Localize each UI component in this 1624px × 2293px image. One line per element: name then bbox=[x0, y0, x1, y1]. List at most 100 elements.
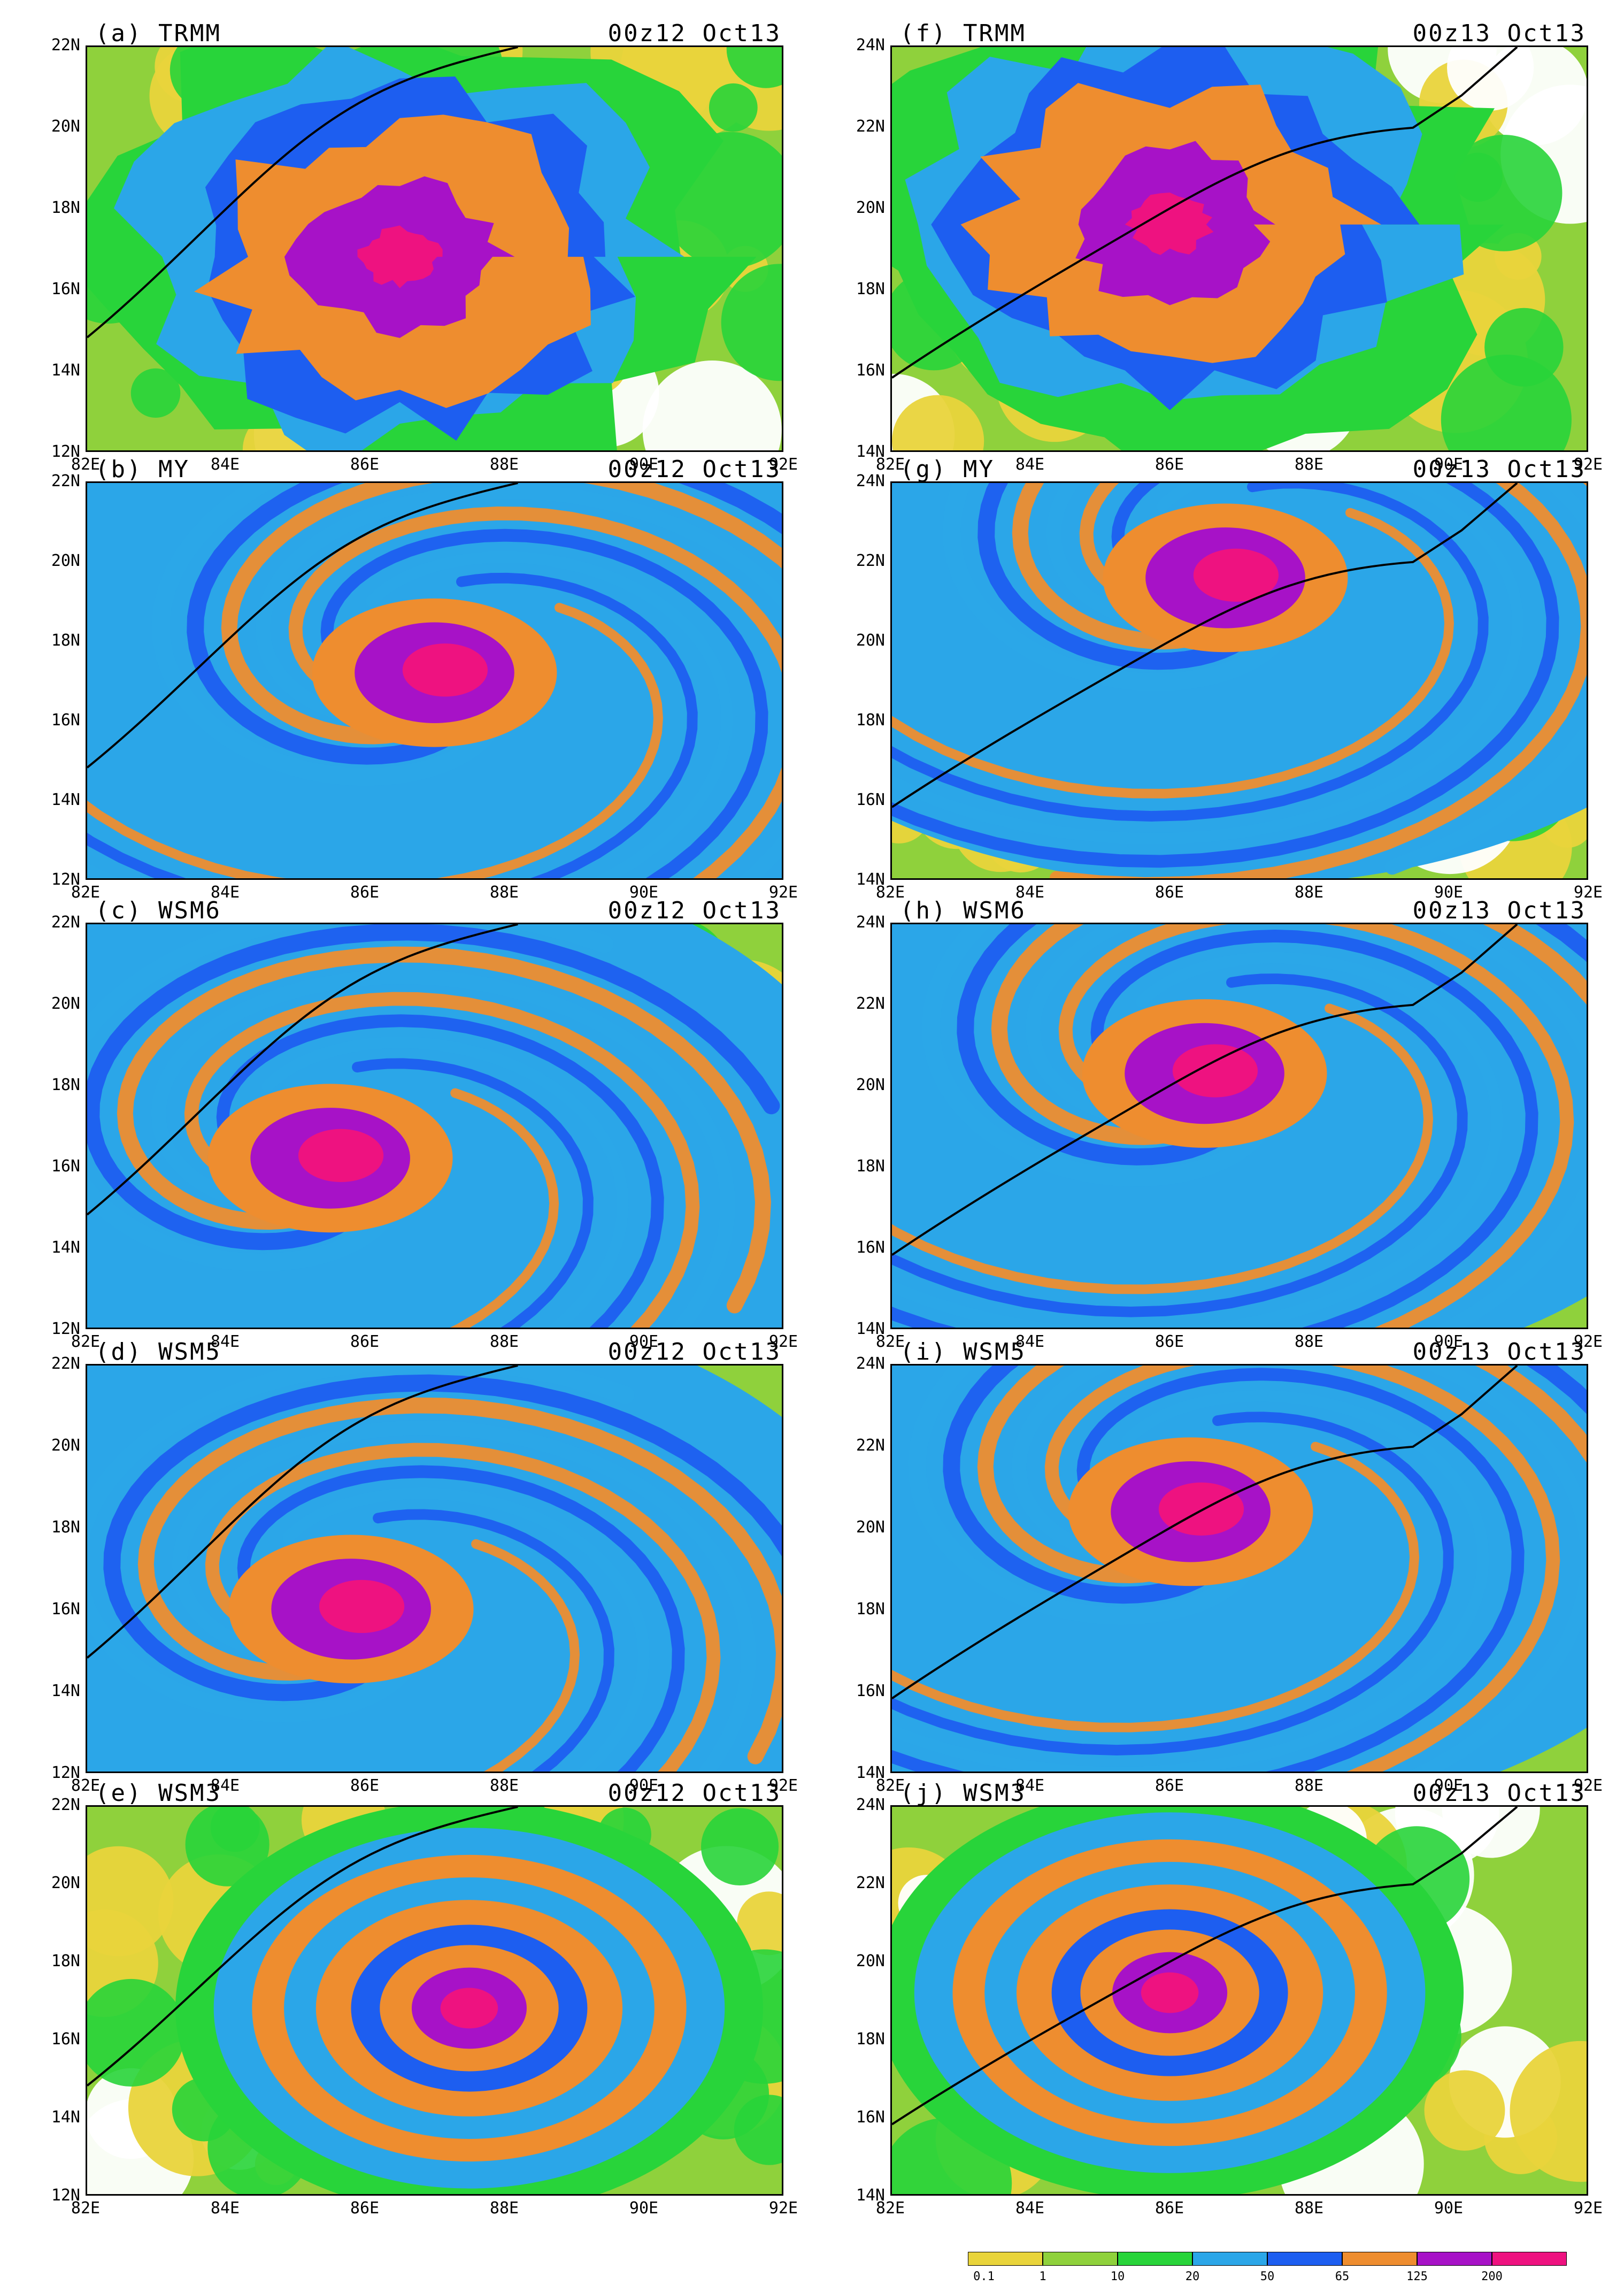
coastline bbox=[87, 1366, 518, 1659]
lat-tick-label: 14N bbox=[51, 791, 80, 809]
rain-field bbox=[892, 924, 1587, 1328]
lat-tick-label: 18N bbox=[856, 711, 885, 730]
lon-tick-label: 84E bbox=[210, 1332, 240, 1351]
lon-tick-label: 90E bbox=[629, 883, 659, 902]
lat-tick-label: 14N bbox=[856, 870, 885, 889]
lon-tick-label: 84E bbox=[1015, 1776, 1045, 1795]
panel-time: 00z13 Oct13 bbox=[1412, 1338, 1586, 1366]
lon-tick-label: 86E bbox=[1154, 2199, 1184, 2218]
lat-tick-label: 22N bbox=[856, 551, 885, 570]
panel-g: (g) MY 00z13 Oct13 14N 16N 18N 20N 22N 24N 82E 84… bbox=[856, 456, 1603, 902]
panel-time: 00z12 Oct13 bbox=[607, 20, 781, 47]
lon-tick-label: 86E bbox=[1154, 883, 1184, 902]
lon-tick-label: 82E bbox=[71, 1332, 101, 1351]
lon-tick-label: 92E bbox=[768, 455, 798, 474]
lon-tick-label: 82E bbox=[71, 455, 101, 474]
colorbar-label: 65 bbox=[1335, 2270, 1350, 2283]
lat-tick-label: 20N bbox=[856, 198, 885, 217]
panel-j: (j) WSM3 00z13 Oct13 14N 16N 18N 20N 22N 24N 82E… bbox=[856, 1780, 1603, 2218]
lat-tick-label: 20N bbox=[51, 551, 80, 570]
lat-tick-label: 16N bbox=[856, 361, 885, 380]
lat-tick-label: 12N bbox=[51, 1320, 80, 1338]
lat-tick-label: 18N bbox=[856, 1157, 885, 1176]
panel-time: 00z12 Oct13 bbox=[607, 1338, 781, 1366]
panel-time: 00z12 Oct13 bbox=[607, 1780, 781, 1807]
lat-tick-label: 14N bbox=[856, 1763, 885, 1782]
lon-tick-label: 88E bbox=[1294, 455, 1324, 474]
rainfall-map bbox=[890, 481, 1588, 880]
rain-field bbox=[892, 483, 1587, 878]
lat-tick-label: 14N bbox=[51, 1238, 80, 1257]
lat-tick-label: 12N bbox=[51, 442, 80, 461]
lon-tick-label: 84E bbox=[1015, 2199, 1045, 2218]
panel-a: (a) TRMM 00z12 Oct13 12N 14N 16N 18N 20N 22N 82E… bbox=[51, 20, 798, 474]
lat-tick-label: 20N bbox=[856, 1518, 885, 1537]
lon-tick-label: 86E bbox=[1154, 455, 1184, 474]
lat-tick-label: 20N bbox=[51, 1436, 80, 1455]
coastline bbox=[892, 483, 1518, 808]
lon-tick-label: 82E bbox=[71, 2199, 101, 2218]
lat-tick-label: 20N bbox=[856, 1076, 885, 1094]
colorbar-swatch bbox=[968, 2252, 1043, 2266]
colorbar-swatch bbox=[1192, 2252, 1267, 2266]
lat-tick-label: 12N bbox=[51, 870, 80, 889]
coastline bbox=[87, 924, 518, 1216]
panel-d: (d) WSM5 00z12 Oct13 12N 14N 16N 18N 20N 22N 82E… bbox=[51, 1338, 798, 1795]
lon-tick-label: 92E bbox=[1573, 455, 1603, 474]
lon-tick-label: 84E bbox=[1015, 455, 1045, 474]
lon-tick-label: 86E bbox=[1154, 1776, 1184, 1795]
panel-time: 00z13 Oct13 bbox=[1412, 456, 1586, 483]
coastline bbox=[892, 1366, 1518, 1700]
panel-f: (f) TRMM 00z13 Oct13 14N 16N 18N 20N 22N 24N 82E… bbox=[856, 20, 1603, 474]
lon-tick-label: 90E bbox=[1434, 1776, 1464, 1795]
lat-tick-label: 20N bbox=[51, 117, 80, 136]
lon-tick-label: 88E bbox=[1294, 1332, 1324, 1351]
lat-tick-label: 16N bbox=[51, 280, 80, 298]
lat-tick-label: 20N bbox=[51, 1874, 80, 1892]
lat-tick-label: 24N bbox=[856, 1354, 885, 1373]
lat-tick-label: 18N bbox=[51, 1518, 80, 1537]
lat-tick-label: 18N bbox=[856, 2030, 885, 2049]
lon-tick-label: 88E bbox=[489, 2199, 519, 2218]
colorbar-swatch bbox=[1342, 2252, 1417, 2266]
panel-time: 00z12 Oct13 bbox=[607, 897, 781, 924]
lat-tick-label: 14N bbox=[856, 2186, 885, 2205]
coastline bbox=[892, 924, 1518, 1256]
lon-tick-label: 84E bbox=[210, 2199, 240, 2218]
lon-tick-label: 86E bbox=[350, 1776, 380, 1795]
lat-tick-label: 14N bbox=[51, 361, 80, 380]
coastline bbox=[892, 1807, 1518, 2126]
lat-tick-label: 22N bbox=[51, 472, 80, 490]
lon-tick-label: 86E bbox=[1154, 1332, 1184, 1351]
rain-field bbox=[87, 483, 782, 878]
lat-tick-label: 18N bbox=[51, 198, 80, 217]
lon-tick-label: 92E bbox=[1573, 2199, 1603, 2218]
lon-tick-label: 82E bbox=[875, 455, 905, 474]
lat-tick-label: 18N bbox=[51, 631, 80, 650]
lat-tick-label: 16N bbox=[856, 1238, 885, 1257]
lat-tick-label: 22N bbox=[856, 994, 885, 1013]
colorbar-legend: 0.1 1 10 20 50 65 125 200 bbox=[936, 2252, 1577, 2289]
rain-field bbox=[87, 1366, 782, 1771]
lon-tick-label: 82E bbox=[875, 2199, 905, 2218]
panel-title: (j) WSM3 bbox=[900, 1780, 1026, 1807]
colorbar-label: 125 bbox=[1406, 2270, 1428, 2283]
lat-tick-label: 22N bbox=[856, 1874, 885, 1892]
lon-tick-label: 88E bbox=[489, 1776, 519, 1795]
rain-field bbox=[87, 47, 757, 450]
panel-title: (d) WSM5 bbox=[95, 1338, 221, 1366]
lat-tick-label: 22N bbox=[856, 117, 885, 136]
lat-tick-label: 18N bbox=[51, 1076, 80, 1094]
lat-tick-label: 24N bbox=[856, 913, 885, 932]
colorbar-label: 200 bbox=[1481, 2270, 1503, 2283]
coastline bbox=[87, 483, 518, 769]
panel-time: 00z13 Oct13 bbox=[1412, 1780, 1586, 1807]
rain-field bbox=[892, 47, 1504, 450]
lon-tick-label: 86E bbox=[350, 2199, 380, 2218]
lon-tick-label: 86E bbox=[350, 455, 380, 474]
lon-tick-label: 92E bbox=[768, 2199, 798, 2218]
lon-tick-label: 92E bbox=[1573, 883, 1603, 902]
rainfall-map bbox=[86, 45, 783, 452]
coastline bbox=[87, 47, 518, 339]
rainfall-map bbox=[86, 1364, 783, 1773]
